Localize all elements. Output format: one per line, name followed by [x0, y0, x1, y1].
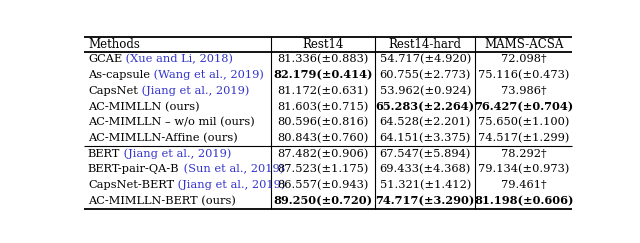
Text: BERT-pair-QA-B: BERT-pair-QA-B	[88, 165, 180, 174]
Text: 60.755(±2.773): 60.755(±2.773)	[380, 70, 471, 80]
Text: CapsNet-BERT: CapsNet-BERT	[88, 180, 174, 190]
Text: 64.151(±3.375): 64.151(±3.375)	[380, 133, 471, 143]
Text: 89.250(±0.720): 89.250(±0.720)	[273, 195, 372, 206]
Text: Methods: Methods	[88, 38, 140, 51]
Text: (Xue and Li, 2018): (Xue and Li, 2018)	[122, 54, 233, 65]
Text: 75.116(±0.473): 75.116(±0.473)	[478, 70, 570, 80]
Text: 87.523(±1.175): 87.523(±1.175)	[277, 164, 369, 175]
Text: 86.557(±0.943): 86.557(±0.943)	[277, 180, 369, 190]
Text: GCAE: GCAE	[88, 54, 122, 64]
Text: 69.433(±4.368): 69.433(±4.368)	[380, 164, 471, 175]
Text: AC-MIMLLN (ours): AC-MIMLLN (ours)	[88, 102, 200, 112]
Text: 73.986†: 73.986†	[501, 86, 547, 96]
Text: 80.843(±0.760): 80.843(±0.760)	[277, 133, 369, 143]
Text: 72.098†: 72.098†	[501, 54, 547, 64]
Text: 51.321(±1.412): 51.321(±1.412)	[380, 180, 471, 190]
Text: MAMS-ACSA: MAMS-ACSA	[484, 38, 563, 51]
Text: 79.461†: 79.461†	[501, 180, 547, 190]
Text: AC-MIMLLN-Affine (ours): AC-MIMLLN-Affine (ours)	[88, 133, 237, 143]
Text: 74.517(±1.299): 74.517(±1.299)	[478, 133, 570, 143]
Text: 81.172(±0.631): 81.172(±0.631)	[277, 86, 369, 96]
Text: 87.482(±0.906): 87.482(±0.906)	[277, 149, 369, 159]
Text: 75.650(±1.100): 75.650(±1.100)	[478, 117, 570, 128]
Text: (Sun et al., 2019): (Sun et al., 2019)	[180, 164, 284, 175]
Text: AC-MIMLLN – w/o mil (ours): AC-MIMLLN – w/o mil (ours)	[88, 117, 255, 128]
Text: CapsNet: CapsNet	[88, 86, 138, 96]
Text: 81.198(±0.606): 81.198(±0.606)	[474, 195, 573, 206]
Text: Rest14: Rest14	[302, 38, 344, 51]
Text: 67.547(±5.894): 67.547(±5.894)	[380, 149, 471, 159]
Text: (Jiang et al., 2019): (Jiang et al., 2019)	[174, 180, 285, 191]
Text: 81.603(±0.715): 81.603(±0.715)	[277, 102, 369, 112]
Text: (Wang et al., 2019): (Wang et al., 2019)	[150, 70, 264, 80]
Text: 74.717(±3.290): 74.717(±3.290)	[376, 195, 475, 206]
Text: 54.717(±4.920): 54.717(±4.920)	[380, 54, 471, 65]
Text: 78.292†: 78.292†	[501, 149, 547, 159]
Text: 53.962(±0.924): 53.962(±0.924)	[380, 86, 471, 96]
Text: 80.596(±0.816): 80.596(±0.816)	[277, 117, 369, 128]
Text: 79.134(±0.973): 79.134(±0.973)	[478, 164, 570, 175]
Text: (Jiang et al., 2019): (Jiang et al., 2019)	[138, 86, 249, 96]
Text: (Jiang et al., 2019): (Jiang et al., 2019)	[120, 148, 232, 159]
Text: 81.336(±0.883): 81.336(±0.883)	[277, 54, 369, 65]
Text: As-capsule: As-capsule	[88, 70, 150, 80]
Text: 64.528(±2.201): 64.528(±2.201)	[380, 117, 471, 128]
Text: 65.283(±2.264): 65.283(±2.264)	[376, 101, 475, 112]
Text: Rest14-hard: Rest14-hard	[388, 38, 461, 51]
Text: 82.179(±0.414): 82.179(±0.414)	[273, 70, 372, 81]
Text: 76.427(±0.704): 76.427(±0.704)	[474, 101, 573, 112]
Text: BERT: BERT	[88, 149, 120, 159]
Text: AC-MIMLLN-BERT (ours): AC-MIMLLN-BERT (ours)	[88, 196, 236, 206]
